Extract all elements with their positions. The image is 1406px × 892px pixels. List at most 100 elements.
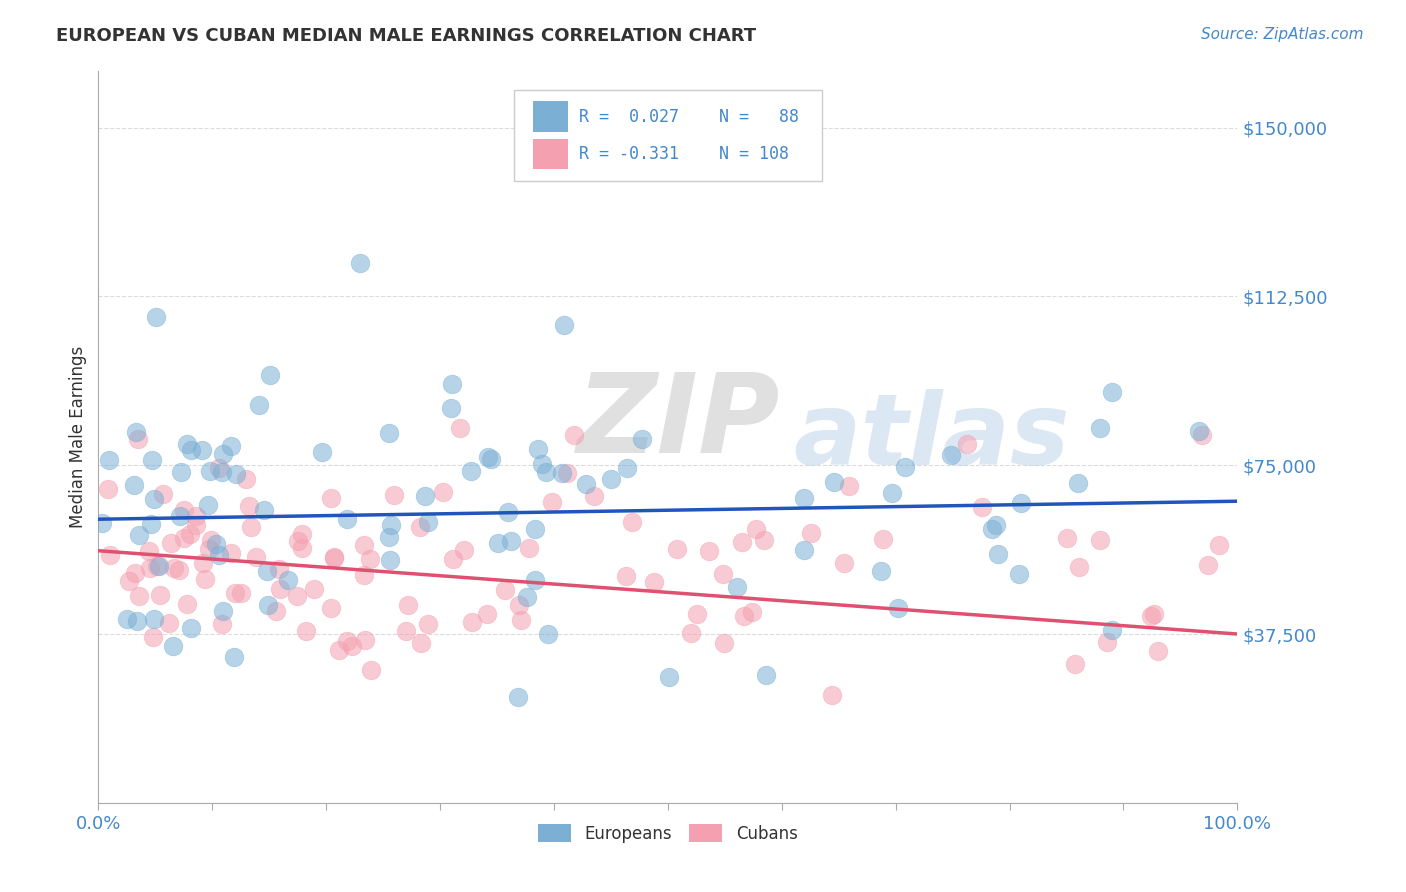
Point: [1095, 635, 1118, 649]
Point: [128, 528, 150, 542]
Legend: Europeans, Cubans: Europeans, Cubans: [531, 818, 804, 849]
Point: [240, 520, 263, 534]
Point: [141, 516, 163, 531]
Point: [686, 607, 709, 622]
Point: [97, 453, 120, 467]
Point: [360, 663, 382, 677]
Point: [353, 538, 375, 552]
Point: [980, 522, 1002, 536]
Point: [90, 516, 112, 531]
Point: [508, 690, 530, 704]
Point: [176, 597, 198, 611]
Point: [380, 517, 402, 532]
FancyBboxPatch shape: [533, 138, 568, 169]
Point: [882, 486, 904, 500]
Point: [146, 558, 169, 573]
Point: [496, 504, 519, 518]
Point: [432, 485, 454, 500]
Point: [224, 586, 246, 600]
Point: [1008, 566, 1031, 581]
Point: [418, 515, 440, 529]
Point: [956, 437, 979, 451]
Point: [614, 569, 637, 583]
Point: [416, 616, 439, 631]
Point: [439, 401, 461, 415]
Point: [208, 548, 231, 562]
Point: [180, 621, 202, 635]
Point: [169, 466, 191, 480]
Point: [124, 425, 146, 439]
Point: [1188, 424, 1211, 438]
Point: [631, 432, 654, 446]
Point: [499, 534, 522, 549]
Point: [832, 556, 855, 570]
Point: [238, 500, 260, 514]
Point: [208, 460, 231, 475]
Point: [291, 526, 314, 541]
Text: Source: ZipAtlas.com: Source: ZipAtlas.com: [1201, 27, 1364, 42]
Point: [755, 668, 778, 682]
Point: [823, 475, 845, 489]
Point: [821, 689, 844, 703]
Point: [516, 590, 538, 604]
Point: [562, 427, 585, 442]
Point: [211, 465, 233, 479]
Point: [872, 532, 894, 546]
Point: [162, 560, 184, 574]
Point: [340, 639, 363, 653]
Point: [510, 613, 533, 627]
Point: [159, 536, 181, 550]
Point: [219, 440, 242, 454]
Point: [477, 450, 499, 464]
Point: [733, 608, 755, 623]
Point: [725, 581, 748, 595]
Point: [198, 464, 221, 478]
Point: [1010, 496, 1032, 510]
Point: [353, 568, 375, 582]
Point: [575, 477, 598, 491]
Point: [152, 486, 174, 500]
Point: [256, 564, 278, 578]
Point: [211, 604, 233, 618]
Point: [311, 445, 333, 459]
Point: [1056, 531, 1078, 545]
Point: [583, 490, 606, 504]
Point: [145, 310, 167, 324]
Point: [128, 589, 150, 603]
Point: [97, 482, 120, 496]
Point: [267, 561, 290, 575]
Point: [453, 542, 475, 557]
Point: [328, 642, 350, 657]
Point: [287, 533, 309, 548]
Point: [537, 626, 560, 640]
Point: [1191, 428, 1213, 442]
Point: [519, 541, 541, 555]
Point: [793, 543, 815, 558]
Point: [229, 586, 252, 600]
Point: [259, 368, 281, 383]
Point: [222, 649, 245, 664]
Point: [336, 634, 359, 648]
Point: [838, 479, 860, 493]
Point: [1101, 623, 1123, 637]
Point: [336, 511, 359, 525]
Point: [987, 547, 1010, 561]
Point: [526, 442, 548, 456]
Point: [1147, 644, 1170, 658]
Point: [1208, 538, 1230, 552]
Point: [984, 518, 1007, 533]
Point: [713, 636, 735, 650]
Point: [180, 443, 202, 458]
Point: [148, 559, 170, 574]
Point: [540, 495, 562, 509]
Point: [508, 598, 530, 612]
Point: [523, 574, 546, 588]
Point: [461, 615, 484, 629]
Point: [118, 574, 141, 588]
Point: [1140, 609, 1163, 624]
Point: [197, 541, 219, 556]
Point: [323, 551, 346, 566]
Point: [162, 639, 184, 653]
Point: [98, 549, 121, 563]
Point: [1063, 657, 1085, 672]
